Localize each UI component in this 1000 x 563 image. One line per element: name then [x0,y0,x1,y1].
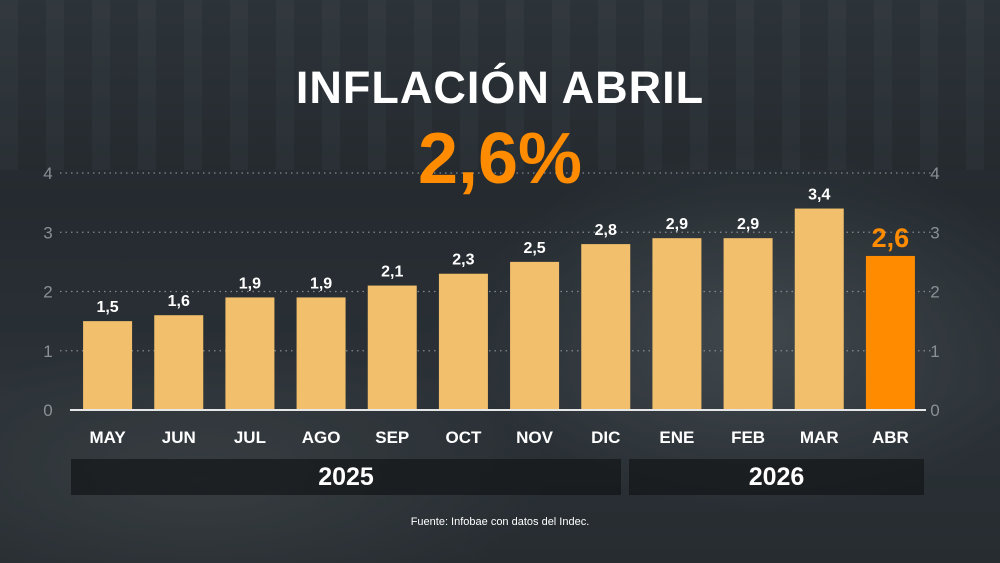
chart-title: INFLACIÓN ABRIL [295,62,705,113]
bar [438,273,488,410]
bar [723,238,773,410]
y-tick-label-left: 3 [43,223,52,242]
bar-value-label: 1,5 [96,299,118,316]
y-tick-label-right: 2 [930,283,939,302]
x-tick-label: MAR [800,428,839,447]
bar [154,315,204,410]
y-tick-label-left: 1 [43,342,52,361]
bar [794,208,844,410]
bar [296,297,346,410]
x-tick-label: OCT [445,428,482,447]
y-tick-label-left: 2 [43,283,52,302]
bar-value-label: 2,6 [872,223,910,253]
year-label-2026: 2026 [629,459,924,495]
bar-value-label: 2,1 [381,264,403,281]
bar [581,244,631,410]
x-tick-label: ABR [872,428,909,447]
bar-value-label: 1,9 [310,275,332,292]
y-tick-label-left: 0 [43,401,52,420]
x-tick-label: FEB [731,428,765,447]
bar-value-label: 2,9 [737,216,759,233]
x-tick-label: MAY [89,428,126,447]
bar [510,261,560,410]
bar [865,255,915,410]
x-tick-label: DIC [591,428,620,447]
y-tick-label-right: 3 [930,223,939,242]
bar [652,238,702,410]
bar-value-label: 2,3 [452,252,474,269]
bar-value-label: 1,6 [168,293,190,310]
x-tick-label: JUL [234,428,266,447]
bar-value-label: 2,8 [595,222,617,239]
headline-value: 2,6% [417,119,583,199]
bar [83,321,133,410]
x-tick-label: JUN [162,428,196,447]
year-label-2025: 2025 [71,459,621,495]
bar-value-label: 1,9 [239,275,261,292]
y-tick-label-right: 0 [930,401,939,420]
bar-value-label: 2,5 [523,240,545,257]
x-tick-label: NOV [516,428,554,447]
bar [367,285,417,410]
x-tick-label: ENE [659,428,694,447]
bar-value-label: 3,4 [808,187,830,204]
x-tick-label: AGO [302,428,341,447]
y-tick-label-right: 1 [930,342,939,361]
y-tick-label-left: 4 [43,164,52,183]
y-tick-label-right: 4 [930,164,939,183]
source-note: Fuente: Infobae con datos del Indec. [410,516,590,528]
bar [225,297,275,410]
x-tick-label: SEP [375,428,409,447]
bar-value-label: 2,9 [666,216,688,233]
background-texture [0,0,1000,170]
